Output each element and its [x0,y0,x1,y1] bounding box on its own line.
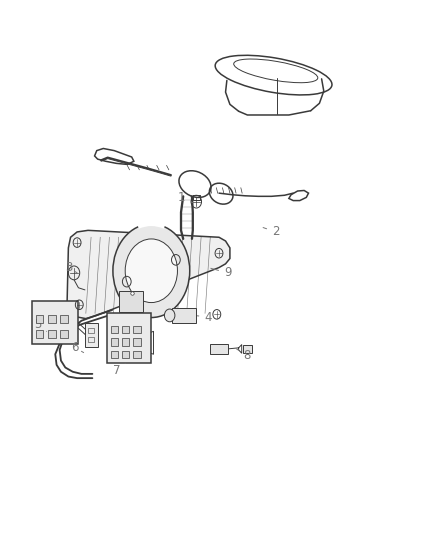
Text: 2: 2 [263,225,279,238]
Text: 9: 9 [211,266,231,279]
Text: 6: 6 [71,341,84,354]
FancyBboxPatch shape [48,330,56,338]
FancyBboxPatch shape [122,326,130,333]
Text: 8: 8 [237,349,251,362]
FancyBboxPatch shape [243,345,252,353]
FancyBboxPatch shape [111,326,118,333]
Text: 5: 5 [34,319,46,332]
Text: 7: 7 [113,364,125,377]
FancyBboxPatch shape [122,351,130,359]
FancyBboxPatch shape [85,323,98,348]
FancyBboxPatch shape [111,338,118,346]
FancyBboxPatch shape [172,308,196,324]
FancyBboxPatch shape [32,301,78,344]
Text: 3: 3 [65,261,77,274]
FancyBboxPatch shape [35,330,43,338]
Circle shape [125,239,177,303]
Text: 4: 4 [187,311,212,324]
FancyBboxPatch shape [134,351,141,359]
FancyBboxPatch shape [111,351,118,359]
Text: 1: 1 [178,191,192,204]
FancyBboxPatch shape [120,292,144,312]
FancyBboxPatch shape [35,316,43,324]
FancyBboxPatch shape [48,316,56,324]
FancyBboxPatch shape [107,313,151,363]
Polygon shape [67,230,230,319]
FancyBboxPatch shape [134,326,141,333]
FancyBboxPatch shape [210,344,228,354]
FancyBboxPatch shape [60,316,68,324]
FancyBboxPatch shape [134,338,141,346]
FancyBboxPatch shape [60,330,68,338]
Circle shape [113,224,190,318]
Circle shape [164,309,175,322]
FancyBboxPatch shape [122,338,130,346]
